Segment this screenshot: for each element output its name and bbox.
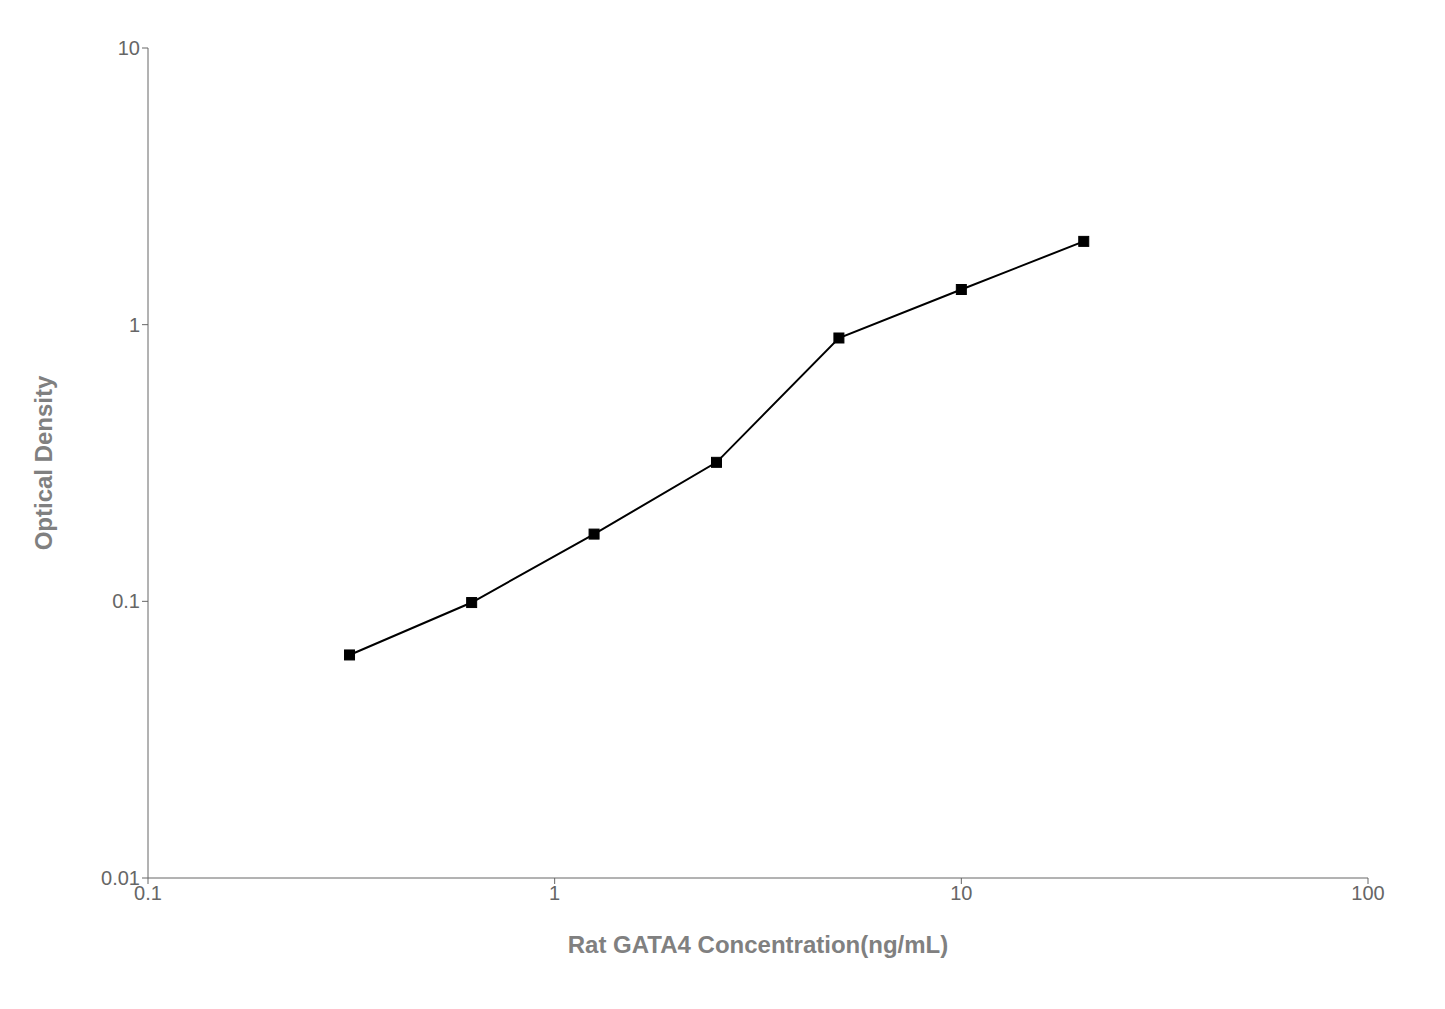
svg-text:100: 100 xyxy=(1351,882,1384,904)
svg-text:0.1: 0.1 xyxy=(134,882,162,905)
svg-text:0.01: 0.01 xyxy=(101,867,140,889)
svg-text:10: 10 xyxy=(950,882,972,904)
svg-text:Rat GATA4 Concentration(ng/mL): Rat GATA4 Concentration(ng/mL) xyxy=(568,931,948,958)
svg-text:Optical Density: Optical Density xyxy=(30,375,57,550)
svg-text:1: 1 xyxy=(549,882,560,904)
svg-text:10: 10 xyxy=(118,37,140,59)
svg-text:1: 1 xyxy=(129,314,140,336)
svg-text:0.1: 0.1 xyxy=(112,590,140,612)
